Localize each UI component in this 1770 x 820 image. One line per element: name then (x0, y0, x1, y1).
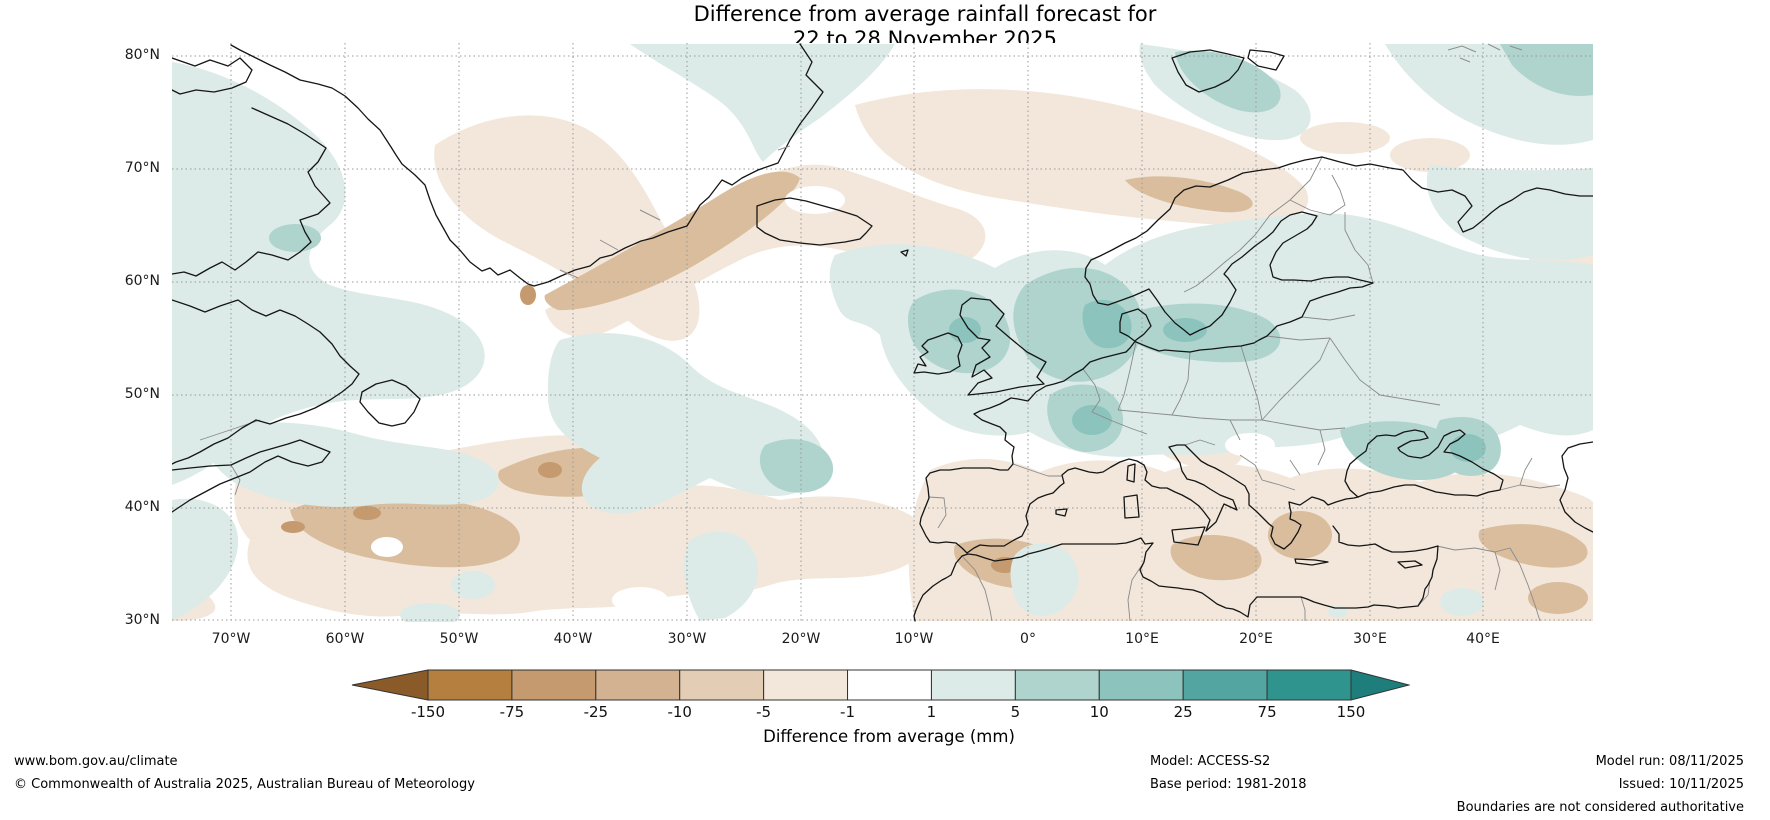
lon-tick-label: 60°W (325, 631, 365, 647)
coast-nova-scotia (172, 439, 331, 513)
colorbar-tick: 10 (1089, 703, 1109, 721)
coast-caspian (1559, 441, 1593, 533)
anomaly-region-wet-light (172, 44, 1593, 622)
colorbar-caption: Difference from average (mm) (763, 727, 1015, 746)
coast-anatolia-levant-africa (913, 525, 1439, 622)
colorbar-tick: -25 (583, 703, 609, 721)
colorbar-tick: -1 (840, 703, 856, 721)
coast-majorca (1055, 508, 1068, 517)
lon-tick-label: 20°E (1239, 631, 1273, 647)
franz-josef-islands (559, 43, 1523, 279)
coast-faroe (900, 249, 909, 257)
lon-tick-label: 20°W (781, 631, 821, 647)
lat-tick-label: 50°N (124, 386, 160, 402)
lon-tick-label: 50°W (439, 631, 479, 647)
coast-scandinavia-baltic (1084, 156, 1374, 353)
footer-run-info: Model run: 08/11/2025 Issued: 10/11/2025… (1457, 750, 1744, 819)
colorbar-tick: -10 (667, 703, 692, 721)
coastlines (172, 43, 1593, 622)
colorbar (351, 669, 1410, 701)
footer-model-info: Model: ACCESS-S2 Base period: 1981-2018 (1150, 750, 1307, 796)
colorbar-tick: 5 (1010, 703, 1021, 721)
lat-tick-label: 80°N (124, 47, 160, 63)
colorbar-tick: 25 (1173, 703, 1193, 721)
coast-denmark (1119, 308, 1152, 353)
coast-crete (1294, 558, 1329, 566)
lon-tick-label: 30°W (667, 631, 707, 647)
lon-tick-label: 40°W (553, 631, 593, 647)
footer-url: www.bom.gov.au/climate (14, 754, 178, 769)
colorbar-tick: 75 (1257, 703, 1277, 721)
coast-arctic-canada (172, 57, 253, 95)
footer-copyright: © Commonwealth of Australia 2025, Austra… (14, 777, 475, 792)
coast-iceland (756, 197, 873, 246)
coast-black-sea (1344, 429, 1504, 498)
coast-svalbard (1171, 49, 1285, 93)
graticule-gridlines (172, 43, 1593, 622)
coast-ireland (913, 332, 963, 375)
lon-tick-label: 10°E (1125, 631, 1159, 647)
anomaly-white-gap-pannonia (1225, 433, 1275, 457)
footer-base-period: Base period: 1981-2018 (1150, 777, 1307, 792)
colorbar-tick-labels: -150 -75 -25 -10 -5 -1 1 5 10 25 75 150 (411, 703, 1365, 723)
lon-tick-label: 30°E (1353, 631, 1387, 647)
footer-issued: Issued: 10/11/2025 (1618, 777, 1744, 792)
coast-sardinia (1123, 494, 1140, 519)
footer-model: Model: ACCESS-S2 (1150, 754, 1271, 769)
colorbar-tick: 150 (1336, 703, 1366, 721)
chart-title-line1: Difference from average rainfall forecas… (693, 2, 1157, 26)
lat-tick-label: 60°N (124, 273, 160, 289)
footer-model-run: Model run: 08/11/2025 (1595, 754, 1744, 769)
colorbar-tick: -5 (756, 703, 772, 721)
coast-labrador (172, 299, 360, 465)
anomaly-white-gaps (371, 186, 845, 613)
lon-tick-label: 0° (1020, 631, 1036, 647)
coast-corsica (1126, 463, 1136, 483)
coast-baffin (172, 107, 331, 277)
coast-newfoundland (359, 379, 421, 427)
colorbar-tick: -75 (499, 703, 525, 721)
lat-tick-label: 40°N (124, 499, 160, 515)
chart-title: Difference from average rainfall forecas… (225, 2, 1625, 52)
coast-greenland (230, 43, 824, 287)
lon-tick-label: 40°E (1466, 631, 1500, 647)
lat-tick-label: 70°N (124, 160, 160, 176)
country-borders (199, 156, 1561, 622)
coast-italy-balkans-greece (1110, 444, 1359, 550)
coast-sicily (1171, 526, 1206, 546)
colorbar-tick: -150 (410, 703, 446, 721)
coast-cyprus (1397, 560, 1423, 569)
lat-tick-label: 30°N (124, 612, 160, 628)
lon-tick-label: 10°W (894, 631, 934, 647)
footer-left: www.bom.gov.au/climate © Commonwealth of… (14, 750, 475, 796)
coast-great-britain (959, 297, 1047, 396)
coast-kola-white-sea (1321, 156, 1593, 233)
lon-tick-label: 70°W (211, 631, 251, 647)
coast-west-europe-iberia (919, 351, 1127, 554)
colorbar-tick: 1 (926, 703, 937, 721)
footer-boundaries-note: Boundaries are not considered authoritat… (1456, 800, 1744, 815)
